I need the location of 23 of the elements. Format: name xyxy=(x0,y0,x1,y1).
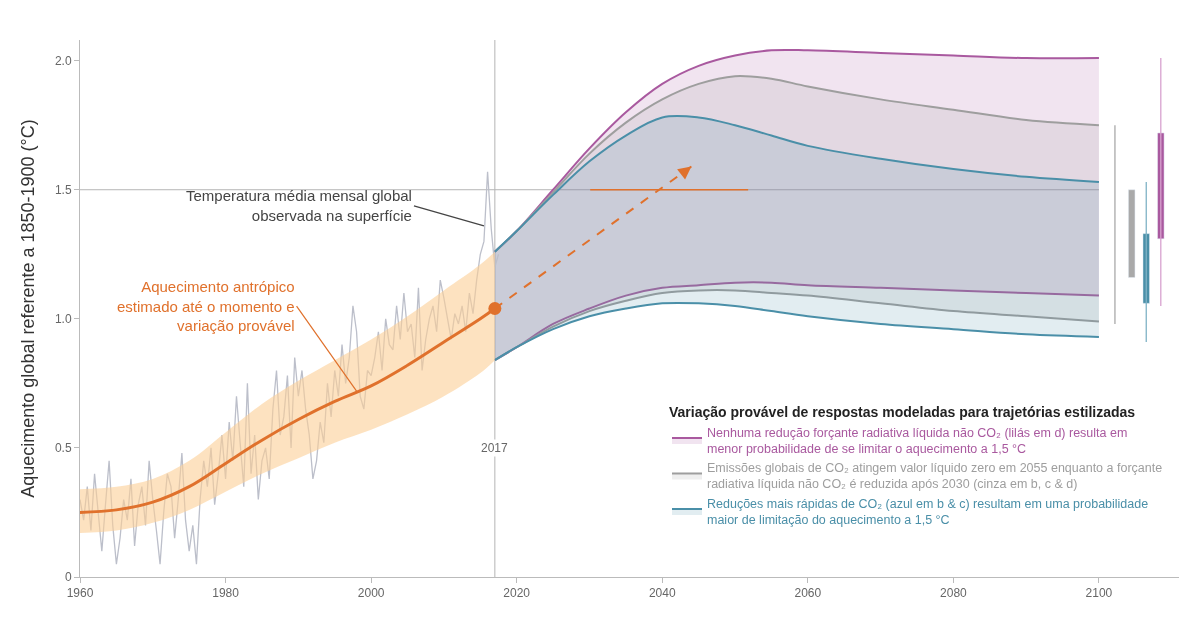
y-axis-title: Aquecimento global referente a 1850-1900 (°C) xyxy=(18,119,39,498)
x-tick-label: 1980 xyxy=(212,586,240,601)
y-tick-label: 0.5 xyxy=(54,441,72,456)
legend-label: Emissões globais de CO₂ atingem valor líquido zero em 2055 enquanto a forçante radiativa líquida não CO₂ é reduzida após 2030 (cinza em b, c & d) xyxy=(707,461,1163,492)
y-tick-label: 1.0 xyxy=(54,312,72,327)
x-tick-label: 2080 xyxy=(940,586,968,601)
x-tick-label: 2060 xyxy=(794,586,822,601)
legend-title: Variação provável de respostas modeladas para trajetórias estilizadas xyxy=(669,404,1136,421)
y-tick-label: 0 xyxy=(64,570,72,585)
y-tick-label: 2.0 xyxy=(54,53,72,68)
annotation: Temperatura média mensal global observada na superfície xyxy=(186,187,412,224)
annotation: Aquecimento antrópico estimado até o momento e variação provável xyxy=(117,278,295,334)
x-tick-label: 2040 xyxy=(648,586,676,601)
x-tick-label: 2100 xyxy=(1085,586,1113,601)
x-tick-label: 2020 xyxy=(503,586,531,601)
legend-label: Nenhuma redução forçante radiativa líquida não CO₂ (lilás em d) resulta em menor probabilidade de se limitar o aquecimento a 1,5 °C xyxy=(707,425,1128,456)
legend-label: Reduções mais rápidas de CO₂ (azul em b & c) resultam em uma probabilidade maior de limitação do aquecimento a 1,5 °C xyxy=(707,496,1149,527)
bar xyxy=(1128,189,1136,278)
x-tick-label: 2000 xyxy=(357,586,385,601)
x-tick-label: 1960 xyxy=(66,586,94,601)
ref-line-label: 2017 xyxy=(481,441,509,455)
line-series xyxy=(493,301,1100,362)
y-tick-label: 1.5 xyxy=(54,182,72,197)
